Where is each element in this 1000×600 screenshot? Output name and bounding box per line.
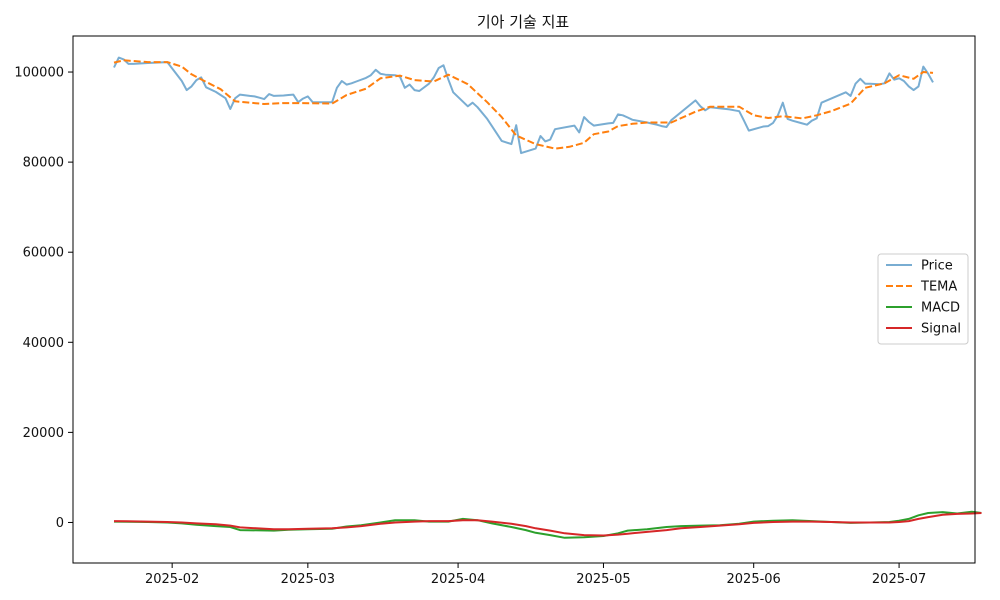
legend-label-price: Price [921,259,953,274]
x-tick-label: 2025-03 [281,572,335,587]
y-tick-label: 100000 [14,66,64,81]
legend-label-macd: MACD [921,301,960,316]
chart-title: 기아 기술 지표 [477,13,570,31]
plot-frame [72,35,976,564]
legend-label-signal: Signal [921,322,961,337]
y-tick-label: 60000 [23,246,64,261]
series-line-price [113,56,934,155]
x-tick-label: 2025-04 [431,572,485,587]
x-tick-label: 2025-06 [727,572,781,587]
y-tick-label: 0 [56,516,64,531]
legend-box [877,253,969,345]
series-layer [113,56,982,539]
legend-label-tema: TEMA [920,280,957,295]
x-tick-label: 2025-02 [145,572,199,587]
x-axis: 2025-02 2025-03 2025-04 2025-05 2025-06 2025-… [145,563,926,587]
x-tick-label: 2025-05 [576,572,630,587]
x-tick-label: 2025-07 [872,572,926,587]
y-tick-label: 80000 [23,156,64,171]
legend: Price TEMA MACD Signal [877,253,969,345]
series-line-tema [113,59,934,150]
y-axis: 0 20000 40000 60000 80000 100000 [14,66,73,531]
series-line-signal [113,512,982,537]
plot-area: 2025-02 2025-03 2025-04 2025-05 2025-06 2025-… [14,35,982,587]
y-tick-label: 20000 [23,426,64,441]
y-tick-label: 40000 [23,336,64,351]
